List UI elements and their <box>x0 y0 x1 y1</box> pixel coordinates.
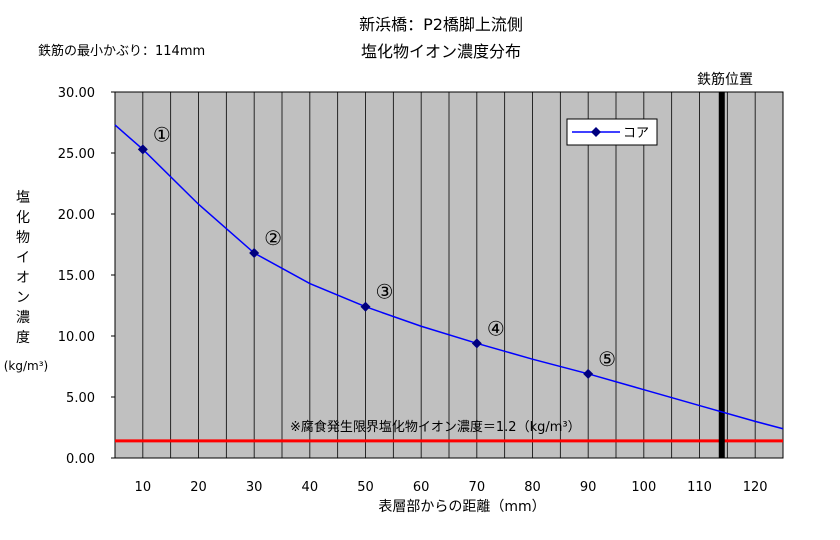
y-axis-label-char: 濃 <box>16 310 30 326</box>
chart-title-line-2: 塩化物イオン濃度分布 <box>361 42 521 61</box>
data-point <box>249 248 260 259</box>
point-label: ② <box>264 226 282 250</box>
x-tick-label: 110 <box>687 480 712 495</box>
y-axis-ticks: 0.00 5.00 10.00 15.00 20.00 25.00 30.00 <box>58 86 115 467</box>
legend-marker <box>591 127 601 137</box>
x-tick-label: 80 <box>524 480 541 495</box>
legend: コア <box>566 118 658 146</box>
data-point <box>471 338 482 349</box>
x-tick-label: 20 <box>190 480 207 495</box>
y-axis-unit: (kg/m³) <box>4 359 48 373</box>
x-tick-label: 70 <box>469 480 486 495</box>
x-axis-label: 表層部からの距離（mm） <box>378 498 545 515</box>
y-axis-label-char: ン <box>16 290 30 306</box>
x-tick-label: 90 <box>580 480 597 495</box>
x-tick-label: 60 <box>413 480 430 495</box>
data-point <box>583 368 594 379</box>
y-tick-label: 30.00 <box>58 86 95 101</box>
x-tick-label: 40 <box>302 480 319 495</box>
fit-curve <box>114 124 784 430</box>
point-label: ⑤ <box>598 347 616 371</box>
y-tick-label: 25.00 <box>58 147 95 162</box>
y-tick-label: 0.00 <box>66 452 95 467</box>
x-axis-ticks: 10 20 30 40 50 60 70 80 90 100 110 120 <box>135 480 768 495</box>
y-tick-label: 5.00 <box>66 391 95 406</box>
y-axis-label-char: イ <box>16 250 30 266</box>
y-axis-label-char: 物 <box>16 230 30 246</box>
rebar-label: 鉄筋位置 <box>697 71 753 88</box>
y-axis-label: 塩化物イオン濃度 <box>16 190 30 346</box>
x-tick-label: 10 <box>135 480 152 495</box>
chart-title-line-1: 新浜橋：P2橋脚上流側 <box>359 15 523 34</box>
y-axis-label-char: 塩 <box>16 190 30 206</box>
y-tick-label: 10.00 <box>58 330 95 345</box>
grid-lines <box>114 91 784 459</box>
x-tick-label: 120 <box>743 480 768 495</box>
y-axis-label-char: オ <box>16 270 30 286</box>
data-point <box>360 301 371 312</box>
y-tick-label: 20.00 <box>58 208 95 223</box>
data-point <box>137 144 148 155</box>
point-label: ① <box>153 122 171 146</box>
x-tick-label: 50 <box>357 480 374 495</box>
x-tick-label: 30 <box>246 480 263 495</box>
x-tick-label: 100 <box>631 480 656 495</box>
point-label: ④ <box>487 316 505 340</box>
cover-note: 鉄筋の最小かぶり：114mm <box>38 43 205 59</box>
y-axis-label-char: 化 <box>16 210 30 226</box>
legend-label-core: コア <box>623 126 649 141</box>
threshold-label: ※腐食発生限界塩化物イオン濃度＝1.2（kg/m³） <box>290 419 581 435</box>
y-axis-label-char: 度 <box>16 330 30 346</box>
y-tick-label: 15.00 <box>58 269 95 284</box>
point-label: ③ <box>376 280 394 304</box>
series-layer: ① ② ③ ④ ⑤ <box>114 122 784 430</box>
